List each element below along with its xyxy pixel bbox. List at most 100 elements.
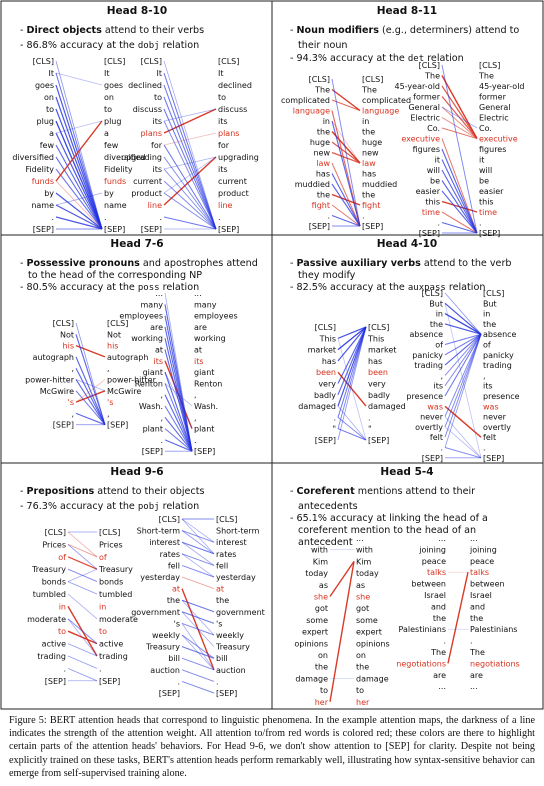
panel-bullet-line: - Direct objects attend to their verbs <box>20 25 204 36</box>
token-right-renton: Renton <box>194 379 222 388</box>
token-right-sep: [SEP] <box>368 436 389 445</box>
token-right-fight: fight <box>362 201 380 210</box>
panel-bullet-line: - 86.8% accuracy at the dobj relation <box>20 40 199 51</box>
token-right-of: of <box>483 341 491 350</box>
token-right-funds: funds <box>104 177 126 186</box>
attention-edge <box>68 619 97 656</box>
panel-bullet-line: - 76.3% accuracy at the pobj relation <box>20 501 199 512</box>
token-left-moderate: moderate <box>27 615 66 624</box>
token-left-it: It <box>49 69 55 78</box>
token-right-sep: [SEP] <box>483 454 504 463</box>
token-right-she: she <box>356 593 370 602</box>
token-left-felt: felt <box>430 433 443 442</box>
token-left-today: today <box>305 569 328 578</box>
panel-bullet-line: antecedents <box>298 501 358 512</box>
token-right-its: its <box>218 117 228 126</box>
token-left-at: at <box>155 346 163 355</box>
attention-edge <box>442 149 477 233</box>
token-right-cls: [CLS] <box>479 61 500 70</box>
token-right-opinions: opinions <box>356 639 390 648</box>
token-right-electric: Electric <box>479 114 509 123</box>
token-left-punct: , <box>160 413 163 422</box>
attention-example-2: [CLS] [CLS]The The45-year-old 45-year-oldfo… <box>395 61 525 238</box>
token-right-the: the <box>470 614 483 623</box>
token-right-bonds: bonds <box>99 578 123 587</box>
token-right-in: in <box>483 310 490 319</box>
token-left-with: with <box>311 546 328 555</box>
token-right-to: to <box>99 627 107 636</box>
token-right-but: But <box>483 299 497 308</box>
token-left-fidelity: Fidelity <box>25 165 54 174</box>
token-left-be: be <box>430 177 440 186</box>
token-left-sep: [SEP] <box>315 436 336 445</box>
token-left-sep: [SEP] <box>142 447 163 456</box>
token-left-the: the <box>167 596 180 605</box>
attention-edge <box>182 554 214 577</box>
token-left-to: to <box>154 93 162 102</box>
panel-head-7-6: Head 7-6- Possessive pronouns and apostr… <box>20 238 258 456</box>
panel-bullet-line: they modify <box>298 270 356 281</box>
token-right-fidelity: Fidelity <box>104 165 133 174</box>
token-right-muddied: muddied <box>362 180 397 189</box>
attention-edge <box>448 572 468 663</box>
token-right-punct: , <box>194 391 197 400</box>
token-left-trading: trading <box>37 652 66 661</box>
token-left-short-term: Short-term <box>137 527 181 536</box>
attention-edge <box>332 79 360 226</box>
attention-edges <box>182 519 214 693</box>
attention-edge <box>182 600 214 612</box>
attention-edge <box>56 121 102 229</box>
token-left-are: are <box>150 323 163 332</box>
token-left-and: and <box>431 602 446 611</box>
token-left-s: 's <box>174 619 180 628</box>
token-right-plans: plans <box>218 129 239 138</box>
token-right-palestinians: Palestinians <box>470 625 517 634</box>
figure-caption: Figure 5: BERT attention heads that corr… <box>9 714 535 780</box>
token-left-she: she <box>314 593 328 602</box>
token-left-sep: [SEP] <box>53 421 74 430</box>
attention-edges <box>164 61 216 229</box>
attention-edge <box>445 334 481 375</box>
attention-edge <box>442 65 477 233</box>
token-right-never: never <box>483 413 507 422</box>
token-right-few: few <box>104 141 119 150</box>
token-left-the: the <box>315 663 328 672</box>
token-left-fight: fight <box>312 201 330 210</box>
token-left-got: got <box>315 604 328 613</box>
token-left-to: to <box>46 105 54 114</box>
token-left-punct: " <box>332 425 336 434</box>
token-right-joining: joining <box>469 545 497 554</box>
token-left-punct: ... <box>320 534 328 543</box>
attention-example-2: [CLS] [CLS]Short-term Short-terminterest in… <box>131 515 265 698</box>
token-right-to: to <box>218 93 226 102</box>
token-left-punct: , <box>71 364 74 373</box>
attention-example-2: ... ...joining joiningpeace peacetalks talks… <box>396 534 519 691</box>
token-right-will: will <box>479 166 492 175</box>
attention-edge <box>445 303 481 458</box>
token-right-its: its <box>218 165 228 174</box>
token-right-huge: huge <box>362 138 382 147</box>
token-left-punct: . <box>327 212 330 221</box>
panel-head-8-11: Head 8-11 - Noun modifiers (e.g., determi… <box>281 5 525 238</box>
panel-bullet-line: - Possessive pronouns and apostrophes at… <box>20 258 258 269</box>
token-right-punct: , <box>194 413 197 422</box>
token-right-the: The <box>469 648 485 657</box>
token-right-sep: [SEP] <box>107 421 128 430</box>
token-right-not: Not <box>107 330 121 339</box>
token-left-cls: [CLS] <box>315 323 336 332</box>
panel-bullet-line: to the head of the corresponding NP <box>28 270 202 281</box>
attention-edge <box>332 121 360 163</box>
token-right-punct: . <box>368 413 371 422</box>
attention-edge <box>182 577 214 589</box>
attention-edges <box>76 323 105 425</box>
attention-example-1: ... ...with withKim Kimtoday todayas asshe she… <box>294 534 389 710</box>
token-right-the: The <box>361 86 377 95</box>
token-left-bonds: bonds <box>42 578 66 587</box>
token-left-working: working <box>131 334 163 343</box>
attention-edge <box>445 314 481 335</box>
token-right-on: on <box>104 93 114 102</box>
token-left-employees: employees <box>119 312 163 321</box>
token-right-former: former <box>479 93 507 102</box>
attention-edge <box>164 133 216 145</box>
